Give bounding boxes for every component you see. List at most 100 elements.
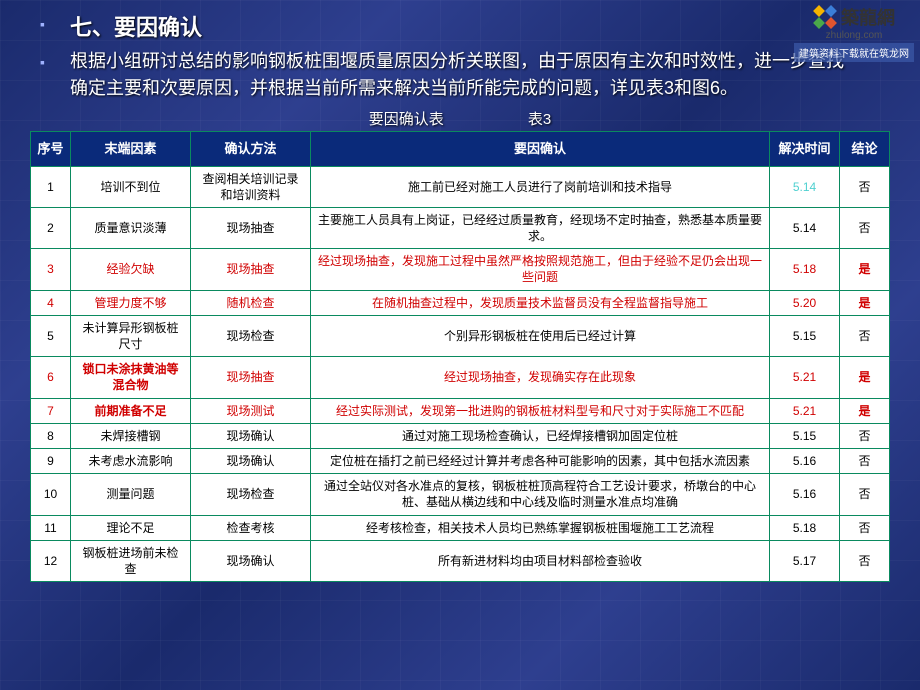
table-caption-right: 表3 bbox=[528, 108, 551, 129]
cell-method: 现场确认 bbox=[191, 423, 311, 448]
table-header-row: 序号 末端因素 确认方法 要因确认 解决时间 结论 bbox=[31, 132, 890, 167]
cell-conclusion: 是 bbox=[840, 398, 890, 423]
col-conc: 结论 bbox=[840, 132, 890, 167]
cell-method: 现场测试 bbox=[191, 398, 311, 423]
brand-name-en: zhulong.com bbox=[794, 30, 914, 41]
cell-method: 现场抽查 bbox=[191, 357, 311, 398]
cell-cause: 测量问题 bbox=[71, 474, 191, 515]
col-confirm: 要因确认 bbox=[311, 132, 770, 167]
table-row: 4管理力度不够随机检查在随机抽查过程中，发现质量技术监督员没有全程监督指导施工5… bbox=[31, 290, 890, 315]
cell-confirm: 在随机抽查过程中，发现质量技术监督员没有全程监督指导施工 bbox=[311, 290, 770, 315]
table-caption-left: 要因确认表 bbox=[369, 108, 444, 129]
table-row: 7前期准备不足现场测试经过实际测试，发现第一批进购的钢板桩材料型号和尺寸对于实际… bbox=[31, 398, 890, 423]
cell-cause: 未焊接槽钢 bbox=[71, 423, 191, 448]
cell-date: 5.18 bbox=[770, 249, 840, 290]
table-row: 11理论不足检查考核经考核检查，相关技术人员均已熟练掌握钢板桩围堰施工工艺流程5… bbox=[31, 515, 890, 540]
brand-icon-quad bbox=[813, 5, 825, 17]
cell-date: 5.20 bbox=[770, 290, 840, 315]
cell-confirm: 施工前已经对施工人员进行了岗前培训和技术指导 bbox=[311, 166, 770, 207]
cell-date: 5.15 bbox=[770, 423, 840, 448]
cell-date: 5.21 bbox=[770, 398, 840, 423]
cell-date: 5.16 bbox=[770, 448, 840, 473]
cell-conclusion: 否 bbox=[840, 448, 890, 473]
table-row: 12钢板桩进场前未检查现场确认所有新进材料均由项目材料部检查验收5.17否 bbox=[31, 540, 890, 581]
cell-conclusion: 是 bbox=[840, 249, 890, 290]
cell-confirm: 主要施工人员具有上岗证，已经经过质量教育，经现场不定时抽查，熟悉基本质量要求。 bbox=[311, 207, 770, 248]
cell-cause: 未考虑水流影响 bbox=[71, 448, 191, 473]
cell-method: 现场检查 bbox=[191, 315, 311, 356]
col-cause: 末端因素 bbox=[71, 132, 191, 167]
brand-icon-quad bbox=[825, 17, 837, 29]
cell-method: 现场检查 bbox=[191, 474, 311, 515]
table-row: 2质量意识淡薄现场抽查主要施工人员具有上岗证，已经经过质量教育，经现场不定时抽查… bbox=[31, 207, 890, 248]
table-row: 8未焊接槽钢现场确认通过对施工现场检查确认，已经焊接槽钢加固定位桩5.15否 bbox=[31, 423, 890, 448]
table-row: 1培训不到位查阅相关培训记录和培训资料施工前已经对施工人员进行了岗前培训和技术指… bbox=[31, 166, 890, 207]
cell-conclusion: 否 bbox=[840, 515, 890, 540]
cell-seq: 9 bbox=[31, 448, 71, 473]
cell-conclusion: 否 bbox=[840, 207, 890, 248]
table-row: 3经验欠缺现场抽查经过现场抽查，发现施工过程中虽然严格按照规范施工，但由于经验不… bbox=[31, 249, 890, 290]
cell-conclusion: 否 bbox=[840, 474, 890, 515]
table-row: 9未考虑水流影响现场确认定位桩在插打之前已经经过计算并考虑各种可能影响的因素，其… bbox=[31, 448, 890, 473]
cell-cause: 前期准备不足 bbox=[71, 398, 191, 423]
cell-seq: 8 bbox=[31, 423, 71, 448]
cell-method: 随机检查 bbox=[191, 290, 311, 315]
cell-date: 5.18 bbox=[770, 515, 840, 540]
cell-cause: 锁口未涂抹黄油等混合物 bbox=[71, 357, 191, 398]
cell-cause: 未计算异形钢板桩尺寸 bbox=[71, 315, 191, 356]
brand-name-cn: 築龍網 bbox=[841, 4, 895, 30]
cell-date: 5.17 bbox=[770, 540, 840, 581]
cell-conclusion: 否 bbox=[840, 315, 890, 356]
slide-content: ▪ 七、要因确认 ▪ 根据小组研讨总结的影响钢板桩围堰质量原因分析关联图，由于原… bbox=[0, 0, 920, 129]
paragraph-row: ▪ 根据小组研讨总结的影响钢板桩围堰质量原因分析关联图，由于原因有主次和时效性，… bbox=[40, 48, 880, 102]
cell-date: 5.21 bbox=[770, 357, 840, 398]
cell-method: 现场确认 bbox=[191, 540, 311, 581]
table-row: 6锁口未涂抹黄油等混合物现场抽查经过现场抽查，发现确实存在此现象5.21是 bbox=[31, 357, 890, 398]
cell-confirm: 通过对施工现场检查确认，已经焊接槽钢加固定位桩 bbox=[311, 423, 770, 448]
cell-conclusion: 否 bbox=[840, 423, 890, 448]
cell-seq: 3 bbox=[31, 249, 71, 290]
table-row: 10测量问题现场检查通过全站仪对各水准点的复核，钢板桩桩顶高程符合工艺设计要求，… bbox=[31, 474, 890, 515]
table-body: 1培训不到位查阅相关培训记录和培训资料施工前已经对施工人员进行了岗前培训和技术指… bbox=[31, 166, 890, 582]
cell-seq: 12 bbox=[31, 540, 71, 581]
brand-logo: 築龍網 zhulong.com 建筑资料下载就在筑龙网 bbox=[794, 4, 914, 62]
col-date: 解决时间 bbox=[770, 132, 840, 167]
cell-confirm: 通过全站仪对各水准点的复核，钢板桩桩顶高程符合工艺设计要求，桥墩台的中心桩、基础… bbox=[311, 474, 770, 515]
cell-conclusion: 否 bbox=[840, 540, 890, 581]
cell-seq: 4 bbox=[31, 290, 71, 315]
col-method: 确认方法 bbox=[191, 132, 311, 167]
cell-seq: 10 bbox=[31, 474, 71, 515]
cell-method: 查阅相关培训记录和培训资料 bbox=[191, 166, 311, 207]
section-title: 七、要因确认 bbox=[70, 10, 202, 42]
cell-seq: 1 bbox=[31, 166, 71, 207]
cell-method: 现场抽查 bbox=[191, 207, 311, 248]
cell-date: 5.16 bbox=[770, 474, 840, 515]
cell-method: 现场确认 bbox=[191, 448, 311, 473]
table-container: 序号 末端因素 确认方法 要因确认 解决时间 结论 1培训不到位查阅相关培训记录… bbox=[0, 131, 920, 590]
cell-cause: 理论不足 bbox=[71, 515, 191, 540]
cell-cause: 钢板桩进场前未检查 bbox=[71, 540, 191, 581]
cell-confirm: 经过现场抽查，发现确实存在此现象 bbox=[311, 357, 770, 398]
cell-method: 现场抽查 bbox=[191, 249, 311, 290]
bullet-icon: ▪ bbox=[40, 48, 70, 70]
cell-seq: 11 bbox=[31, 515, 71, 540]
cell-confirm: 经考核检查，相关技术人员均已熟练掌握钢板桩围堰施工工艺流程 bbox=[311, 515, 770, 540]
cell-cause: 管理力度不够 bbox=[71, 290, 191, 315]
factor-table: 序号 末端因素 确认方法 要因确认 解决时间 结论 1培训不到位查阅相关培训记录… bbox=[30, 131, 890, 582]
cell-cause: 经验欠缺 bbox=[71, 249, 191, 290]
cell-method: 检查考核 bbox=[191, 515, 311, 540]
cell-seq: 5 bbox=[31, 315, 71, 356]
cell-confirm: 所有新进材料均由项目材料部检查验收 bbox=[311, 540, 770, 581]
brand-logo-top: 築龍網 bbox=[794, 4, 914, 30]
heading-row: ▪ 七、要因确认 bbox=[40, 10, 880, 42]
cell-confirm: 个别异形钢板桩在使用后已经过计算 bbox=[311, 315, 770, 356]
cell-seq: 2 bbox=[31, 207, 71, 248]
col-seq: 序号 bbox=[31, 132, 71, 167]
table-caption: 要因确认表 表3 bbox=[40, 108, 880, 129]
cell-cause: 质量意识淡薄 bbox=[71, 207, 191, 248]
brand-icon bbox=[813, 5, 837, 29]
cell-confirm: 经过实际测试，发现第一批进购的钢板桩材料型号和尺寸对于实际施工不匹配 bbox=[311, 398, 770, 423]
cell-date: 5.14 bbox=[770, 207, 840, 248]
cell-conclusion: 是 bbox=[840, 290, 890, 315]
cell-date: 5.15 bbox=[770, 315, 840, 356]
